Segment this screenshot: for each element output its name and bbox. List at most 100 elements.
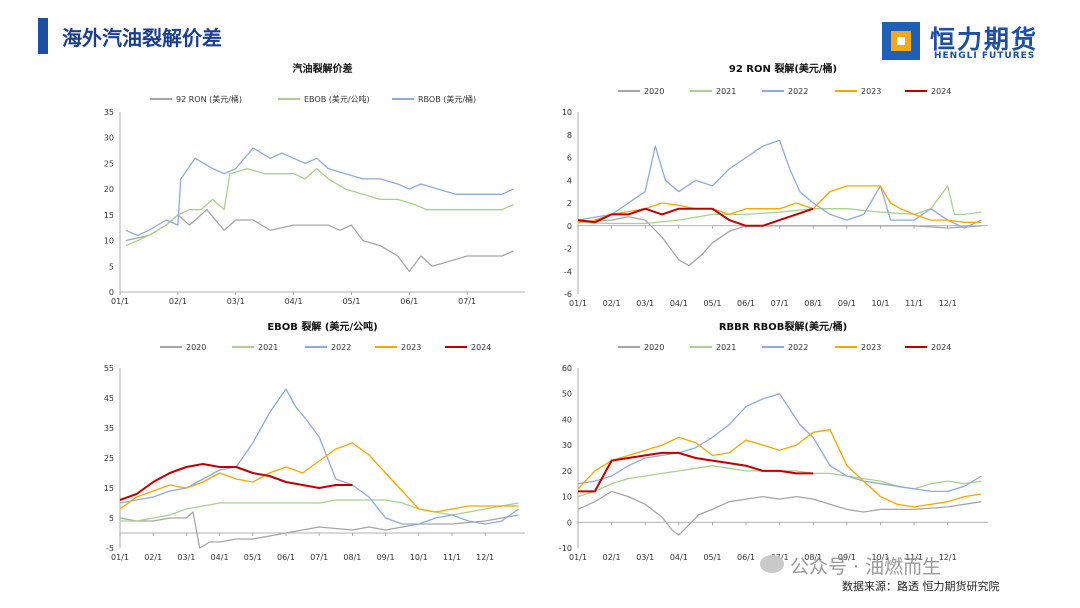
legend-label: 2022 <box>788 343 808 352</box>
x-tick-label: 03/1 <box>636 299 654 308</box>
x-tick-label: 05/1 <box>244 553 262 562</box>
y-tick-label: -4 <box>564 267 572 276</box>
x-tick-label: 11/1 <box>443 553 461 562</box>
series-line <box>578 451 814 493</box>
x-tick-label: 09/1 <box>838 299 856 308</box>
y-tick-label: 15 <box>104 211 114 220</box>
x-tick-label: 01/1 <box>569 299 587 308</box>
legend-label: 92 RON (美元/桶) <box>176 94 242 104</box>
y-tick-label: 8 <box>567 131 572 140</box>
series-line <box>125 167 514 247</box>
y-tick-label: 50 <box>562 390 572 399</box>
y-tick-label: 4 <box>567 176 572 185</box>
legend-label: 2024 <box>931 87 951 96</box>
x-tick-label: 08/1 <box>343 553 361 562</box>
x-tick-label: 03/1 <box>636 553 654 562</box>
x-tick-label: 01/1 <box>111 553 129 562</box>
legend-label: 2023 <box>401 343 421 352</box>
x-tick-label: 03/1 <box>177 553 195 562</box>
x-tick-label: 08/1 <box>804 553 822 562</box>
series-line <box>120 499 519 522</box>
y-tick-label: 20 <box>562 467 572 476</box>
x-tick-label: 11/1 <box>905 553 923 562</box>
page-title: 海外汽油裂解价差 <box>62 26 222 50</box>
series-line <box>577 490 982 536</box>
x-tick-label: 11/1 <box>905 299 923 308</box>
y-tick-label: 10 <box>104 237 114 246</box>
y-tick-label: 0 <box>567 518 572 527</box>
legend-label: 2021 <box>716 343 736 352</box>
x-tick-label: 09/1 <box>838 553 856 562</box>
y-tick-label: 5 <box>109 262 114 271</box>
x-tick-label: 09/1 <box>377 553 395 562</box>
x-tick-label: 07/1 <box>771 299 789 308</box>
title-accent-bar <box>38 18 48 54</box>
y-tick-label: 2 <box>567 199 572 208</box>
x-tick-label: 06/1 <box>400 297 418 306</box>
series-line <box>119 511 519 549</box>
source-note: 数据来源：路透 恒力期货研究院 <box>842 580 1000 593</box>
x-tick-label: 04/1 <box>670 299 688 308</box>
x-tick-label: 12/1 <box>939 299 957 308</box>
x-tick-label: 06/1 <box>737 553 755 562</box>
legend-label: 2021 <box>716 87 736 96</box>
x-tick-label: 10/1 <box>871 299 889 308</box>
chart-title: 92 RON 裂解(美元/桶) <box>729 62 837 75</box>
series-line <box>577 429 982 508</box>
y-tick-label: 30 <box>562 441 572 450</box>
y-tick-label: 15 <box>104 484 114 493</box>
y-tick-label: 35 <box>104 108 114 117</box>
y-tick-label: 5 <box>109 514 114 523</box>
y-tick-label: 45 <box>104 394 114 403</box>
legend-label: EBOB (美元/公吨) <box>304 94 370 104</box>
x-tick-label: 02/1 <box>603 299 621 308</box>
x-tick-label: 02/1 <box>169 297 187 306</box>
x-tick-label: 04/1 <box>285 297 303 306</box>
wechat-icon <box>760 555 784 573</box>
y-tick-label: 55 <box>104 364 114 373</box>
x-tick-label: 04/1 <box>211 553 229 562</box>
y-tick-label: 60 <box>562 364 572 373</box>
y-tick-label: -5 <box>106 544 114 553</box>
x-tick-label: 02/1 <box>144 553 162 562</box>
series-line <box>577 216 982 267</box>
y-tick-label: 6 <box>567 154 572 163</box>
y-tick-label: 0 <box>567 222 572 231</box>
series-line <box>577 393 982 493</box>
logo-sub: HENGLI FUTURES <box>934 51 1036 61</box>
y-tick-label: 25 <box>104 454 114 463</box>
legend-label: RBOB (美元/桶) <box>418 94 476 104</box>
legend-label: 2022 <box>788 87 808 96</box>
brand-logo: 恒力期货 HENGLI FUTURES <box>882 20 1052 64</box>
series-line <box>577 207 814 227</box>
y-tick-label: 35 <box>104 424 114 433</box>
series-line <box>577 185 982 223</box>
x-tick-label: 12/1 <box>476 553 494 562</box>
y-tick-label: 30 <box>104 134 114 143</box>
x-tick-label: 01/1 <box>111 297 129 306</box>
series-line <box>119 463 353 501</box>
x-tick-label: 01/1 <box>569 553 587 562</box>
legend-label: 2020 <box>186 343 206 352</box>
y-tick-label: -6 <box>564 290 572 299</box>
series-line <box>577 185 982 225</box>
x-tick-label: 10/1 <box>871 553 889 562</box>
y-tick-label: -10 <box>559 544 572 553</box>
legend-label: 2021 <box>258 343 278 352</box>
x-tick-label: 12/1 <box>939 553 957 562</box>
chart-title: RBBR RBOB裂解(美元/桶) <box>719 320 847 333</box>
y-tick-label: 10 <box>562 108 572 117</box>
legend-label: 2024 <box>471 343 491 352</box>
y-tick-label: 25 <box>104 159 114 168</box>
y-tick-label: 0 <box>109 288 114 297</box>
legend-label: 2020 <box>644 343 664 352</box>
y-tick-label: 20 <box>104 185 114 194</box>
y-tick-label: -2 <box>564 245 572 254</box>
x-tick-label: 05/1 <box>703 299 721 308</box>
legend-label: 2022 <box>331 343 351 352</box>
series-line <box>125 209 514 273</box>
y-tick-label: 40 <box>562 415 572 424</box>
